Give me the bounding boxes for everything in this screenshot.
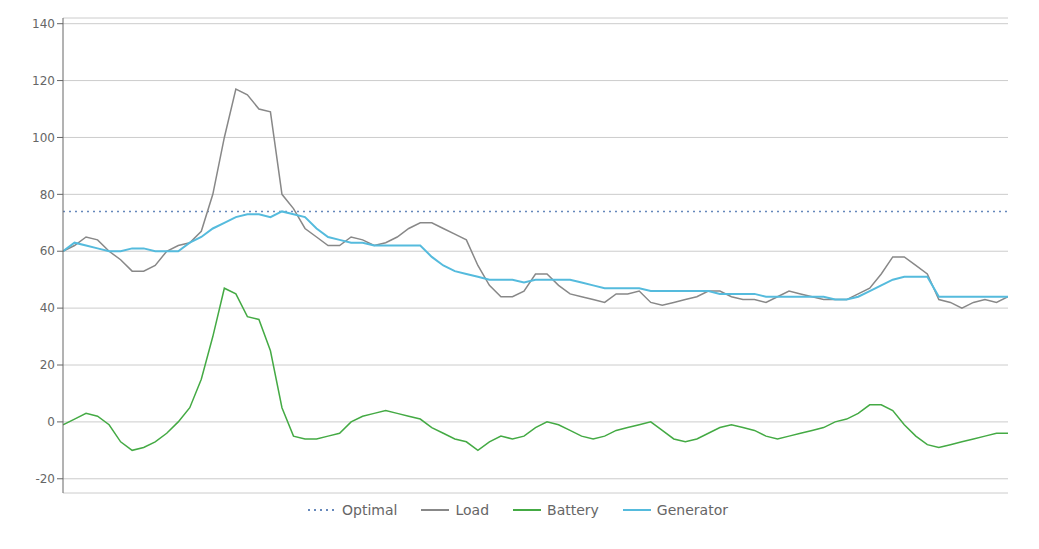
svg-text:-20: -20 [35,472,55,486]
svg-text:100: 100 [32,131,55,145]
html-text:Load: Load [455,502,489,518]
svg-text:60: 60 [40,244,55,258]
svg-text:0: 0 [47,415,55,429]
svg-text:140: 140 [32,17,55,31]
svg-text:20: 20 [40,358,55,372]
html-text:Optimal: Optimal [342,502,398,518]
html-text:Generator: Generator [656,502,728,518]
html-text:Battery: Battery [547,502,599,518]
svg-text:40: 40 [40,301,55,315]
svg-text:120: 120 [32,74,55,88]
svg-text:80: 80 [40,188,55,202]
